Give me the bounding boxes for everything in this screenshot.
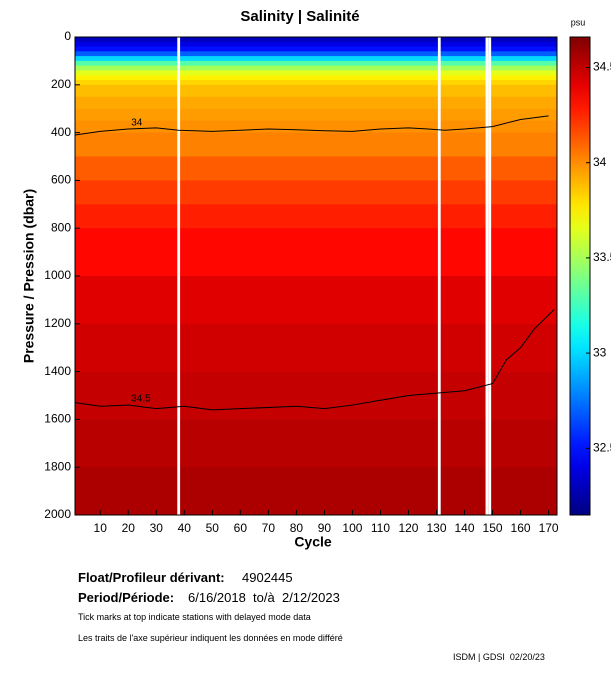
y-tick-label: 600 bbox=[51, 173, 71, 187]
data-gap bbox=[437, 37, 441, 515]
x-tick-label: 30 bbox=[150, 521, 164, 535]
colorbar-label: psu bbox=[571, 17, 586, 27]
x-tick-label: 50 bbox=[206, 521, 220, 535]
contour-line bbox=[74, 309, 555, 411]
salinity-band bbox=[75, 132, 557, 157]
salinity-band bbox=[75, 70, 557, 76]
y-tick-label: 2000 bbox=[44, 507, 71, 521]
salinity-band bbox=[75, 65, 557, 71]
y-tick-label: 800 bbox=[51, 220, 71, 234]
salinity-band bbox=[75, 204, 557, 229]
x-tick-label: 20 bbox=[122, 521, 136, 535]
salinity-band bbox=[75, 51, 557, 57]
colorbar-tick-label: 33 bbox=[593, 345, 607, 359]
y-tick-label: 1200 bbox=[44, 316, 71, 330]
float-label: Float/Profileur dérivant: bbox=[78, 570, 225, 585]
x-tick-label: 10 bbox=[94, 521, 108, 535]
x-tick-label: 100 bbox=[342, 521, 362, 535]
x-tick-label: 70 bbox=[262, 521, 276, 535]
float-id: 4902445 bbox=[242, 570, 293, 585]
x-tick-label: 40 bbox=[178, 521, 192, 535]
note-en: Tick marks at top indicate stations with… bbox=[78, 612, 311, 622]
salinity-band bbox=[75, 180, 557, 205]
salinity-band bbox=[75, 41, 557, 48]
x-tick-label: 90 bbox=[318, 521, 332, 535]
salinity-band bbox=[75, 60, 557, 67]
chart: Salinity | Salinité Cycle Pressure / Pre… bbox=[21, 8, 611, 550]
period: 6/16/2018 to/à 2/12/2023 bbox=[188, 590, 340, 605]
x-tick-label: 120 bbox=[398, 521, 418, 535]
x-tick-label: 60 bbox=[234, 521, 248, 535]
y-tick-label: 0 bbox=[64, 29, 71, 43]
data-gap bbox=[488, 37, 492, 515]
colorbar-tick-label: 32.5 bbox=[593, 441, 611, 455]
credit: ISDM | GDSI 02/20/23 bbox=[453, 652, 545, 662]
data-gap bbox=[485, 37, 489, 515]
salinity-band bbox=[75, 46, 557, 52]
y-axis-label: Pressure / Pression (dbar) bbox=[21, 189, 37, 363]
y-tick-label: 1000 bbox=[44, 268, 71, 282]
data-gap bbox=[177, 37, 181, 515]
y-tick-label: 1600 bbox=[44, 412, 71, 426]
x-tick-label: 150 bbox=[483, 521, 503, 535]
x-tick-label: 110 bbox=[371, 521, 390, 535]
x-tick-label: 170 bbox=[539, 521, 559, 535]
y-tick-label: 200 bbox=[51, 77, 71, 91]
note-fr: Les traits de l'axe supérieur indiquent … bbox=[78, 633, 343, 643]
contour-label: 34 bbox=[131, 118, 143, 129]
salinity-band bbox=[75, 323, 557, 373]
x-axis-label: Cycle bbox=[294, 534, 332, 550]
salinity-band bbox=[75, 276, 557, 325]
y-tick-label: 1400 bbox=[44, 364, 71, 378]
salinity-band bbox=[75, 96, 557, 110]
salinity-band bbox=[75, 156, 557, 181]
colorbar-tick-label: 34.5 bbox=[593, 60, 611, 74]
salinity-band bbox=[75, 37, 557, 43]
salinity-band bbox=[75, 56, 557, 62]
salinity-band bbox=[75, 467, 557, 516]
x-tick-label: 160 bbox=[511, 521, 531, 535]
salinity-band bbox=[75, 228, 557, 277]
salinity-band bbox=[75, 75, 557, 81]
salinity-band bbox=[75, 371, 557, 420]
y-tick-label: 400 bbox=[51, 125, 71, 139]
x-tick-label: 130 bbox=[426, 521, 446, 535]
y-tick-label: 1800 bbox=[44, 459, 71, 473]
x-tick-label: 80 bbox=[290, 521, 304, 535]
contour-line bbox=[74, 115, 549, 136]
salinity-band bbox=[75, 108, 557, 122]
salinity-band bbox=[75, 419, 557, 468]
salinity-band bbox=[75, 84, 557, 98]
chart-title: Salinity | Salinité bbox=[240, 8, 359, 25]
colorbar bbox=[569, 36, 591, 516]
x-tick-label: 140 bbox=[455, 521, 475, 535]
contour-label: 34.5 bbox=[131, 394, 151, 405]
colorbar-tick-label: 34 bbox=[593, 155, 607, 169]
period-label: Period/Période: bbox=[78, 590, 175, 605]
colorbar-tick-label: 33.5 bbox=[593, 250, 611, 264]
salinity-band bbox=[75, 80, 557, 86]
